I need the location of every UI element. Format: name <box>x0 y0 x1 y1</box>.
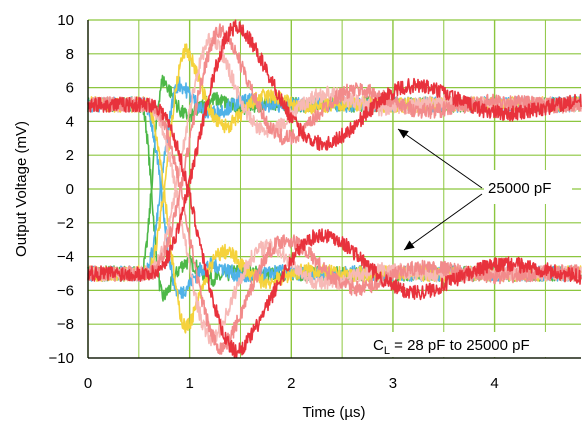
y-tick-labels: −10 −8 −6 −4 −2 0 2 4 6 8 10 <box>49 12 74 367</box>
arrow-lower-head <box>404 240 415 250</box>
y-tick-label: −8 <box>57 316 74 333</box>
series-trace-5-rising <box>87 23 582 282</box>
y-tick-label: 0 <box>66 181 74 198</box>
range-label-box <box>368 332 575 357</box>
load-label: 25000 pF <box>488 180 551 197</box>
series-trace-4-rising <box>87 30 582 282</box>
range-label-suffix: = 28 pF to 25000 pF <box>390 337 530 354</box>
y-tick-label: −4 <box>57 249 74 266</box>
series-trace-5-falling <box>87 96 582 355</box>
y-tick-label: −6 <box>57 282 74 299</box>
arrow-upper-head <box>398 129 409 139</box>
y-tick-label: −10 <box>49 350 74 367</box>
series-trace-6-rising <box>87 19 582 282</box>
y-tick-label: 4 <box>66 113 74 130</box>
range-label: CL = 28 pF to 25000 pF <box>373 337 530 357</box>
y-axis-title: Output Voltage (mV) <box>13 121 30 257</box>
series-trace-6-falling <box>87 96 582 359</box>
x-tick-label: 3 <box>389 375 397 392</box>
arrow-upper <box>397 128 483 189</box>
y-tick-label: 2 <box>66 147 74 164</box>
x-axis-title: Time (µs) <box>302 404 365 421</box>
y-tick-label: 6 <box>66 80 74 97</box>
x-tick-labels: 0 1 2 3 4 <box>84 375 499 392</box>
y-tick-label: 8 <box>66 46 74 63</box>
x-tick-label: 0 <box>84 375 92 392</box>
x-tick-label: 2 <box>287 375 295 392</box>
plot-frame <box>87 20 581 359</box>
y-tick-label: −2 <box>57 215 74 232</box>
annotation-arrows <box>397 128 483 251</box>
x-tick-label: 1 <box>185 375 193 392</box>
x-tick-label: 4 <box>490 375 498 392</box>
range-label-subscript: L <box>384 345 390 357</box>
load-label-box <box>484 170 572 204</box>
series-group <box>87 19 582 359</box>
range-label-prefix: C <box>373 337 384 354</box>
arrow-lower <box>403 193 483 251</box>
y-tick-label: 10 <box>57 12 74 29</box>
